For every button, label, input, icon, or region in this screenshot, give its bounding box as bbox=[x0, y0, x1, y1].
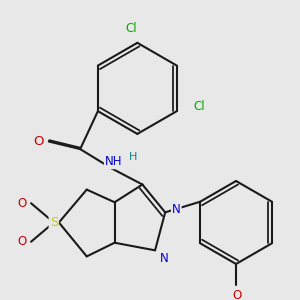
Text: Cl: Cl bbox=[194, 100, 206, 112]
Text: N: N bbox=[172, 203, 181, 216]
Text: O: O bbox=[232, 289, 242, 300]
Text: NH: NH bbox=[105, 155, 122, 168]
Text: N: N bbox=[160, 252, 169, 265]
Text: O: O bbox=[17, 235, 27, 248]
Text: S: S bbox=[50, 216, 58, 229]
Text: H: H bbox=[129, 152, 137, 162]
Text: O: O bbox=[33, 135, 44, 148]
Text: Cl: Cl bbox=[125, 22, 137, 35]
Text: O: O bbox=[17, 197, 27, 210]
